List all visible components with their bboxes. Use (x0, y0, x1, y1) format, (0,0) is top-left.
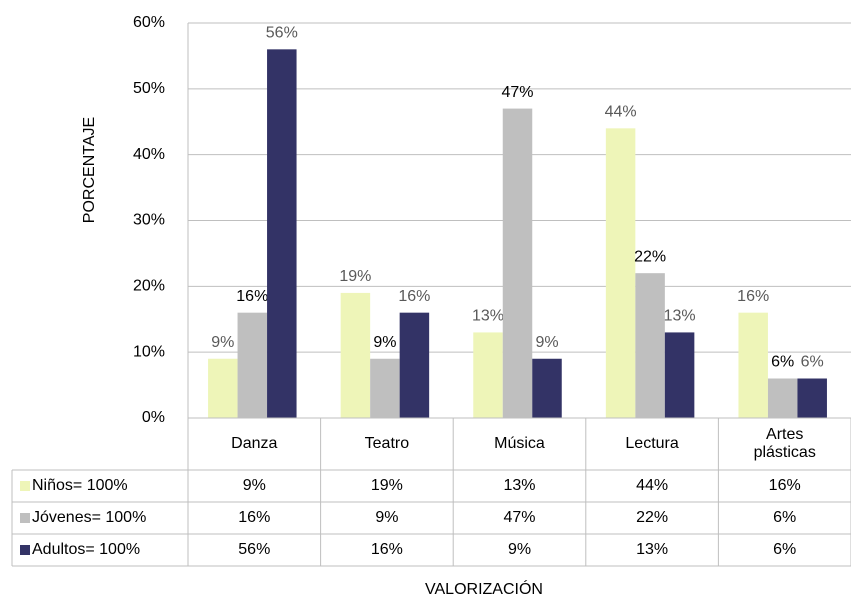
bar (502, 108, 533, 418)
bar (532, 358, 562, 418)
data-label: 9% (535, 334, 558, 351)
bar (370, 358, 400, 418)
data-label: 19% (339, 268, 371, 285)
x-tick-label: Artes plásticas (718, 418, 851, 470)
legend-label: Adultos= 100% (32, 541, 140, 558)
data-label: 16% (737, 288, 769, 305)
y-tick-label: 50% (133, 80, 165, 97)
table-cell: 19% (371, 477, 403, 494)
x-tick-label: Danza (188, 418, 321, 470)
bar (340, 292, 371, 418)
legend-swatch (20, 513, 30, 523)
category-cell: Danza (188, 418, 321, 470)
y-tick-label: 30% (133, 212, 165, 229)
table-cell: 9% (243, 477, 266, 494)
bar (738, 312, 768, 418)
bar (605, 128, 636, 419)
bar (797, 378, 827, 418)
data-label: 16% (398, 288, 430, 305)
table-cell: 56% (238, 541, 270, 558)
data-label: 13% (664, 308, 696, 325)
category-cell: Teatro (321, 418, 454, 470)
table-cell: 47% (503, 509, 535, 526)
category-cell: Artes plásticas (718, 418, 851, 470)
y-axis-title: PORCENTAJE (81, 117, 98, 223)
legend-swatch (20, 545, 30, 555)
y-tick-label: 60% (133, 14, 165, 31)
table-cell: 16% (238, 509, 270, 526)
legend-label: Niños= 100% (32, 477, 128, 494)
legend-label: Jóvenes= 100% (32, 509, 146, 526)
data-label: 16% (236, 288, 268, 305)
bar (267, 49, 297, 418)
table-cell: 13% (636, 541, 668, 558)
x-tick-label: Música (453, 418, 586, 470)
table-cell: 6% (773, 509, 796, 526)
x-tick-label: Lectura (586, 418, 719, 470)
table-cell: 16% (769, 477, 801, 494)
bar (767, 378, 798, 418)
bar (399, 312, 430, 418)
table-cell: 13% (503, 477, 535, 494)
table-cell: 44% (636, 477, 668, 494)
table-cell: 9% (375, 509, 398, 526)
data-label: 13% (472, 308, 504, 325)
category-cell: Lectura (586, 418, 719, 470)
data-label: 9% (373, 334, 396, 351)
x-axis-title: VALORIZACIÓN (425, 579, 543, 598)
category-cell: Música (453, 418, 586, 470)
data-label: 6% (771, 354, 794, 371)
bar (473, 332, 503, 418)
table-cell: 6% (773, 541, 796, 558)
y-tick-label: 20% (133, 278, 165, 295)
data-label: 9% (211, 334, 234, 351)
x-tick-text: Danza (231, 435, 278, 452)
table-cell: 16% (371, 541, 403, 558)
x-tick-text: Artes plásticas (753, 426, 816, 461)
x-tick-text: Lectura (625, 435, 679, 452)
data-label: 47% (501, 84, 533, 101)
data-label: 6% (801, 354, 824, 371)
data-label: 56% (266, 25, 298, 42)
bar (664, 332, 695, 418)
y-tick-label: 10% (133, 343, 165, 360)
data-label: 22% (634, 248, 666, 265)
bar (635, 273, 665, 418)
data-label: 44% (605, 104, 637, 121)
table-cell: 22% (636, 509, 668, 526)
bar (237, 312, 268, 418)
table-cell: 9% (508, 541, 531, 558)
x-tick-text: Teatro (364, 435, 410, 452)
x-tick-text: Música (494, 435, 545, 452)
bar (208, 358, 238, 418)
y-tick-label: 40% (133, 146, 165, 163)
legend-swatch (20, 481, 30, 491)
x-tick-label: Teatro (321, 418, 454, 470)
y-tick-label: 0% (142, 409, 165, 426)
